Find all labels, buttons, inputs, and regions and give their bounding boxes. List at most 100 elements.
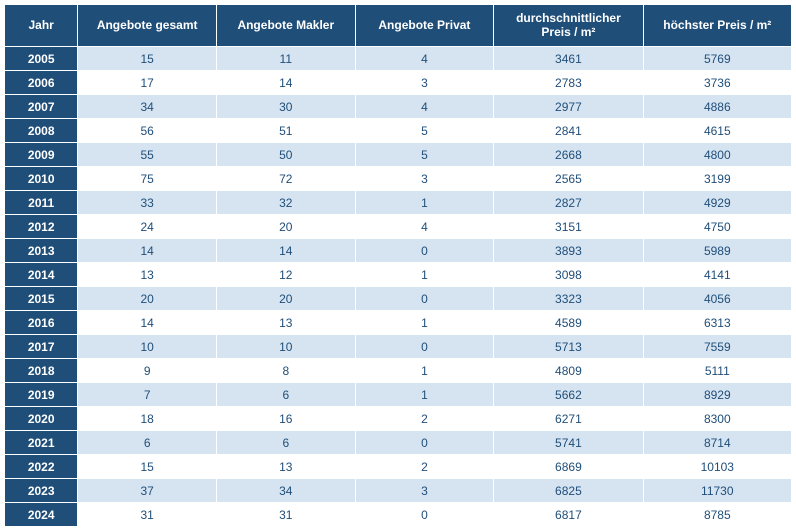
cell-max: 8929 bbox=[643, 383, 791, 407]
table-row: 20122420431514750 bbox=[5, 215, 792, 239]
cell-avg: 5662 bbox=[494, 383, 643, 407]
cell-avg: 5713 bbox=[494, 335, 643, 359]
cell-max: 4141 bbox=[643, 263, 791, 287]
year-cell: 2010 bbox=[5, 167, 78, 191]
cell-gesamt: 20 bbox=[78, 287, 217, 311]
cell-avg: 2977 bbox=[494, 95, 643, 119]
table-row: 20201816262718300 bbox=[5, 407, 792, 431]
cell-privat: 5 bbox=[355, 143, 494, 167]
cell-privat: 0 bbox=[355, 287, 494, 311]
year-cell: 2005 bbox=[5, 47, 78, 71]
table-row: 20161413145896313 bbox=[5, 311, 792, 335]
year-cell: 2017 bbox=[5, 335, 78, 359]
cell-gesamt: 15 bbox=[78, 455, 217, 479]
cell-privat: 1 bbox=[355, 191, 494, 215]
cell-makler: 50 bbox=[216, 143, 355, 167]
cell-max: 4886 bbox=[643, 95, 791, 119]
year-cell: 2013 bbox=[5, 239, 78, 263]
cell-max: 4929 bbox=[643, 191, 791, 215]
cell-max: 10103 bbox=[643, 455, 791, 479]
table-row: 20131414038935989 bbox=[5, 239, 792, 263]
year-cell: 2016 bbox=[5, 311, 78, 335]
cell-max: 8300 bbox=[643, 407, 791, 431]
cell-max: 8785 bbox=[643, 503, 791, 527]
cell-makler: 6 bbox=[216, 431, 355, 455]
year-cell: 2006 bbox=[5, 71, 78, 95]
cell-avg: 6825 bbox=[494, 479, 643, 503]
year-cell: 2021 bbox=[5, 431, 78, 455]
col-avg-header: durchschnittlicher Preis / m² bbox=[494, 5, 643, 47]
table-row: 20171010057137559 bbox=[5, 335, 792, 359]
year-cell: 2020 bbox=[5, 407, 78, 431]
table-row: 202337343682511730 bbox=[5, 479, 792, 503]
table-header-row: Jahr Angebote gesamt Angebote Makler Ang… bbox=[5, 5, 792, 47]
year-cell: 2022 bbox=[5, 455, 78, 479]
cell-privat: 2 bbox=[355, 455, 494, 479]
cell-gesamt: 34 bbox=[78, 95, 217, 119]
cell-privat: 3 bbox=[355, 167, 494, 191]
cell-gesamt: 13 bbox=[78, 263, 217, 287]
year-cell: 2019 bbox=[5, 383, 78, 407]
cell-makler: 6 bbox=[216, 383, 355, 407]
cell-avg: 3151 bbox=[494, 215, 643, 239]
year-cell: 2007 bbox=[5, 95, 78, 119]
cell-avg: 2668 bbox=[494, 143, 643, 167]
year-cell: 2014 bbox=[5, 263, 78, 287]
table-row: 20051511434615769 bbox=[5, 47, 792, 71]
table-row: 201976156628929 bbox=[5, 383, 792, 407]
table-row: 20243131068178785 bbox=[5, 503, 792, 527]
cell-makler: 32 bbox=[216, 191, 355, 215]
cell-max: 4615 bbox=[643, 119, 791, 143]
cell-avg: 2841 bbox=[494, 119, 643, 143]
year-cell: 2008 bbox=[5, 119, 78, 143]
cell-makler: 20 bbox=[216, 215, 355, 239]
cell-gesamt: 15 bbox=[78, 47, 217, 71]
cell-gesamt: 55 bbox=[78, 143, 217, 167]
cell-makler: 12 bbox=[216, 263, 355, 287]
cell-makler: 16 bbox=[216, 407, 355, 431]
cell-max: 6313 bbox=[643, 311, 791, 335]
cell-avg: 6869 bbox=[494, 455, 643, 479]
table-row: 20095550526684800 bbox=[5, 143, 792, 167]
cell-privat: 1 bbox=[355, 359, 494, 383]
cell-avg: 3461 bbox=[494, 47, 643, 71]
cell-gesamt: 6 bbox=[78, 431, 217, 455]
cell-privat: 4 bbox=[355, 215, 494, 239]
table-row: 20085651528414615 bbox=[5, 119, 792, 143]
cell-avg: 2565 bbox=[494, 167, 643, 191]
cell-avg: 6271 bbox=[494, 407, 643, 431]
cell-gesamt: 75 bbox=[78, 167, 217, 191]
cell-avg: 4589 bbox=[494, 311, 643, 335]
year-cell: 2011 bbox=[5, 191, 78, 215]
cell-privat: 5 bbox=[355, 119, 494, 143]
cell-max: 8714 bbox=[643, 431, 791, 455]
cell-avg: 3098 bbox=[494, 263, 643, 287]
cell-gesamt: 31 bbox=[78, 503, 217, 527]
col-privat-header: Angebote Privat bbox=[355, 5, 494, 47]
cell-privat: 1 bbox=[355, 263, 494, 287]
col-makler-header: Angebote Makler bbox=[216, 5, 355, 47]
table-row: 202215132686910103 bbox=[5, 455, 792, 479]
table-row: 202166057418714 bbox=[5, 431, 792, 455]
cell-gesamt: 56 bbox=[78, 119, 217, 143]
year-cell: 2009 bbox=[5, 143, 78, 167]
col-year-header: Jahr bbox=[5, 5, 78, 47]
cell-max: 11730 bbox=[643, 479, 791, 503]
cell-privat: 3 bbox=[355, 71, 494, 95]
cell-max: 5769 bbox=[643, 47, 791, 71]
table-row: 20073430429774886 bbox=[5, 95, 792, 119]
cell-avg: 3323 bbox=[494, 287, 643, 311]
cell-privat: 0 bbox=[355, 431, 494, 455]
cell-makler: 20 bbox=[216, 287, 355, 311]
cell-makler: 13 bbox=[216, 311, 355, 335]
cell-gesamt: 14 bbox=[78, 311, 217, 335]
cell-makler: 8 bbox=[216, 359, 355, 383]
table-row: 20061714327833736 bbox=[5, 71, 792, 95]
table-row: 20107572325653199 bbox=[5, 167, 792, 191]
cell-gesamt: 14 bbox=[78, 239, 217, 263]
cell-makler: 14 bbox=[216, 71, 355, 95]
cell-avg: 4809 bbox=[494, 359, 643, 383]
cell-max: 7559 bbox=[643, 335, 791, 359]
cell-makler: 30 bbox=[216, 95, 355, 119]
cell-avg: 3893 bbox=[494, 239, 643, 263]
